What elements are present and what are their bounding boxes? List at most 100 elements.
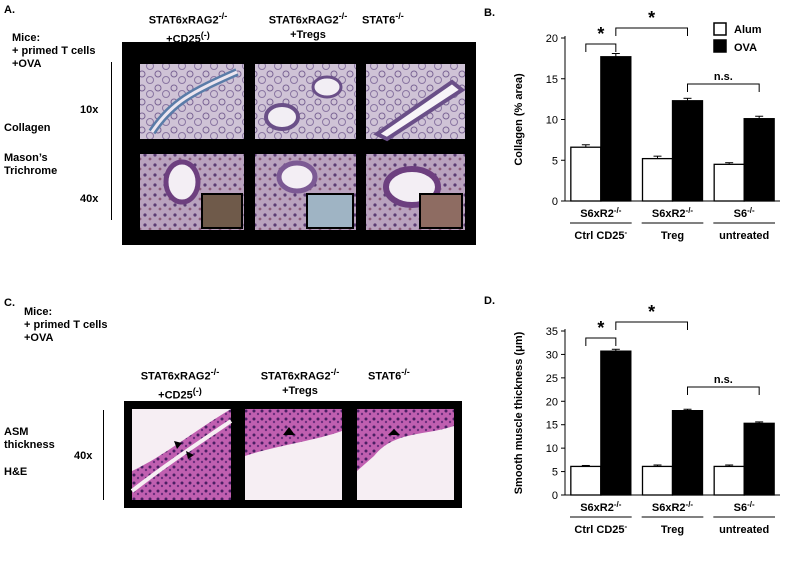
bar-ova-2: [671, 100, 704, 202]
y-tick-label: 15: [546, 420, 558, 432]
micrograph-c-1: [130, 409, 233, 500]
panel-a-micrographs: [140, 64, 466, 230]
y-tick-label: 0: [552, 490, 558, 502]
y-tick-label: 20: [546, 33, 558, 45]
chart-b-y-axis-label: Collagen (% area): [513, 73, 525, 166]
mice-label: Mice:: [12, 32, 41, 44]
sig-3-label: n.s.: [714, 374, 733, 386]
panel-a-col-3-header: STAT6-/-: [362, 11, 404, 27]
chart-d: D. Smooth muscle thickness (μm) 0 5 10 15 20…: [484, 295, 780, 536]
sig-3-bracket: [687, 83, 760, 92]
chart-b-panel-letter: B.: [484, 7, 495, 19]
micrograph-a-3-40x: [366, 154, 465, 230]
stain-line-1: ASM: [4, 426, 29, 438]
sig-1-bracket: [585, 43, 617, 52]
y-tick-label: 15: [546, 74, 558, 86]
group-sublabel-1: Ctrl CD25-: [574, 522, 627, 536]
group-label-2: S6xR2-/-: [652, 206, 694, 220]
micrograph-a-2-10x: [255, 64, 356, 139]
group-sublabel-2: Treg: [661, 524, 684, 536]
y-tick-label: 30: [546, 349, 558, 361]
group-sublabel-1: Ctrl CD25-: [574, 228, 627, 242]
y-tick-label: 5: [552, 155, 558, 167]
y-tick-label: 35: [546, 326, 558, 338]
micrograph-a-2-40x: [255, 154, 356, 230]
bar-ova-3: [743, 118, 775, 202]
treatment-line-2: +OVA: [24, 332, 54, 344]
y-tick-label: 20: [546, 396, 558, 408]
group-label-3: S6-/-: [734, 206, 755, 220]
micrograph-c-2: [245, 409, 342, 500]
chart-b: B. Collagen (% area) Alum OVA 0 5 10 15 20 S6…: [484, 7, 780, 242]
chart-b-legend: Alum OVA: [713, 22, 762, 54]
group-label-1: S6xR2-/-: [580, 206, 622, 220]
panel-c-col-3-header: STAT6-/-: [368, 367, 410, 383]
group-sublabel-3: untreated: [719, 230, 769, 242]
micrograph-a-1-40x: [140, 154, 244, 230]
bar-ova-1: [600, 56, 632, 202]
legend-ova-swatch: [713, 39, 727, 53]
sig-1-label: *: [597, 318, 604, 338]
mice-label: Mice:: [24, 306, 53, 318]
panel-c-col-1-header: STAT6xRAG2-/- +CD25(-): [140, 367, 220, 402]
stain-line-3: Trichrome: [4, 165, 58, 177]
bar-alum-3: [713, 465, 745, 496]
stain-line-2: thickness: [4, 439, 55, 451]
bar-alum-1: [570, 146, 602, 202]
group-label-3: S6-/-: [734, 500, 755, 514]
sig-1-label: *: [597, 24, 604, 44]
group-sublabel-3: untreated: [719, 524, 769, 536]
y-tick-label: 10: [546, 443, 558, 455]
panel-c-bracket: [103, 410, 104, 500]
bar-ova-3: [743, 422, 775, 496]
treatment-line-2: +OVA: [12, 58, 42, 70]
treatment-line-1: + primed T cells: [12, 45, 96, 57]
y-tick-label: 10: [546, 115, 558, 127]
sig-2-bracket: [615, 321, 688, 330]
panel-a-letter: A.: [4, 4, 15, 16]
panel-a-bracket: [111, 62, 112, 220]
micrograph-a-1-10x: [140, 64, 244, 139]
group-sublabel-2: Treg: [661, 230, 684, 242]
bar-ova-1: [600, 350, 632, 496]
legend-ova-label: OVA: [734, 42, 757, 54]
panel-a-stain-masons: Mason’s Trichrome: [4, 152, 57, 178]
legend-alum-label: Alum: [734, 24, 762, 36]
panel-c-letter: C.: [4, 297, 15, 309]
chart-d-panel-letter: D.: [484, 295, 495, 307]
y-tick-label: 25: [546, 373, 558, 385]
sig-1-bracket: [585, 337, 617, 346]
panel-c-col-2-header: STAT6xRAG2-/- +Tregs: [260, 367, 340, 397]
group-label-1: S6xR2-/-: [580, 500, 622, 514]
panel-c-mice-label: Mice: + primed T cells +OVA: [24, 306, 107, 345]
bar-alum-2: [641, 157, 674, 202]
panel-c-stain-asm: ASM thickness: [4, 426, 55, 452]
panel-a-col-2-header: STAT6xRAG2-/- +Tregs: [268, 11, 348, 41]
panel-a-stain-collagen: Collagen: [4, 122, 51, 134]
sig-2-label: *: [648, 8, 655, 28]
group-label-2: S6xR2-/-: [652, 500, 694, 514]
legend-alum-swatch: [713, 22, 727, 36]
panel-c-mag-40x: 40x: [74, 450, 93, 462]
bar-alum-3: [713, 163, 745, 202]
micrograph-a-3-10x: [366, 64, 466, 142]
treatment-line-1: + primed T cells: [24, 319, 108, 331]
panel-a-mag-10x: 10x: [80, 104, 99, 116]
panel-a-mag-40x: 40x: [80, 193, 99, 205]
bar-ova-2: [671, 410, 704, 496]
y-tick-label: 0: [552, 196, 558, 208]
bar-alum-2: [641, 465, 674, 496]
sig-3-label: n.s.: [714, 71, 733, 83]
bar-alum-1: [570, 465, 602, 496]
y-tick-label: 5: [552, 467, 558, 479]
sig-3-bracket: [687, 386, 760, 395]
stain-line-2: Mason’s: [4, 152, 48, 164]
panel-c-micrographs: [130, 409, 454, 500]
chart-d-y-axis-label: Smooth muscle thickness (μm): [513, 331, 525, 494]
panel-a-mice-label: Mice: + primed T cells +OVA: [12, 32, 95, 71]
sig-2-label: *: [648, 302, 655, 322]
panel-c-stain-he: H&E: [4, 466, 28, 478]
sig-2-bracket: [615, 27, 688, 36]
micrograph-c-3: [357, 409, 454, 500]
